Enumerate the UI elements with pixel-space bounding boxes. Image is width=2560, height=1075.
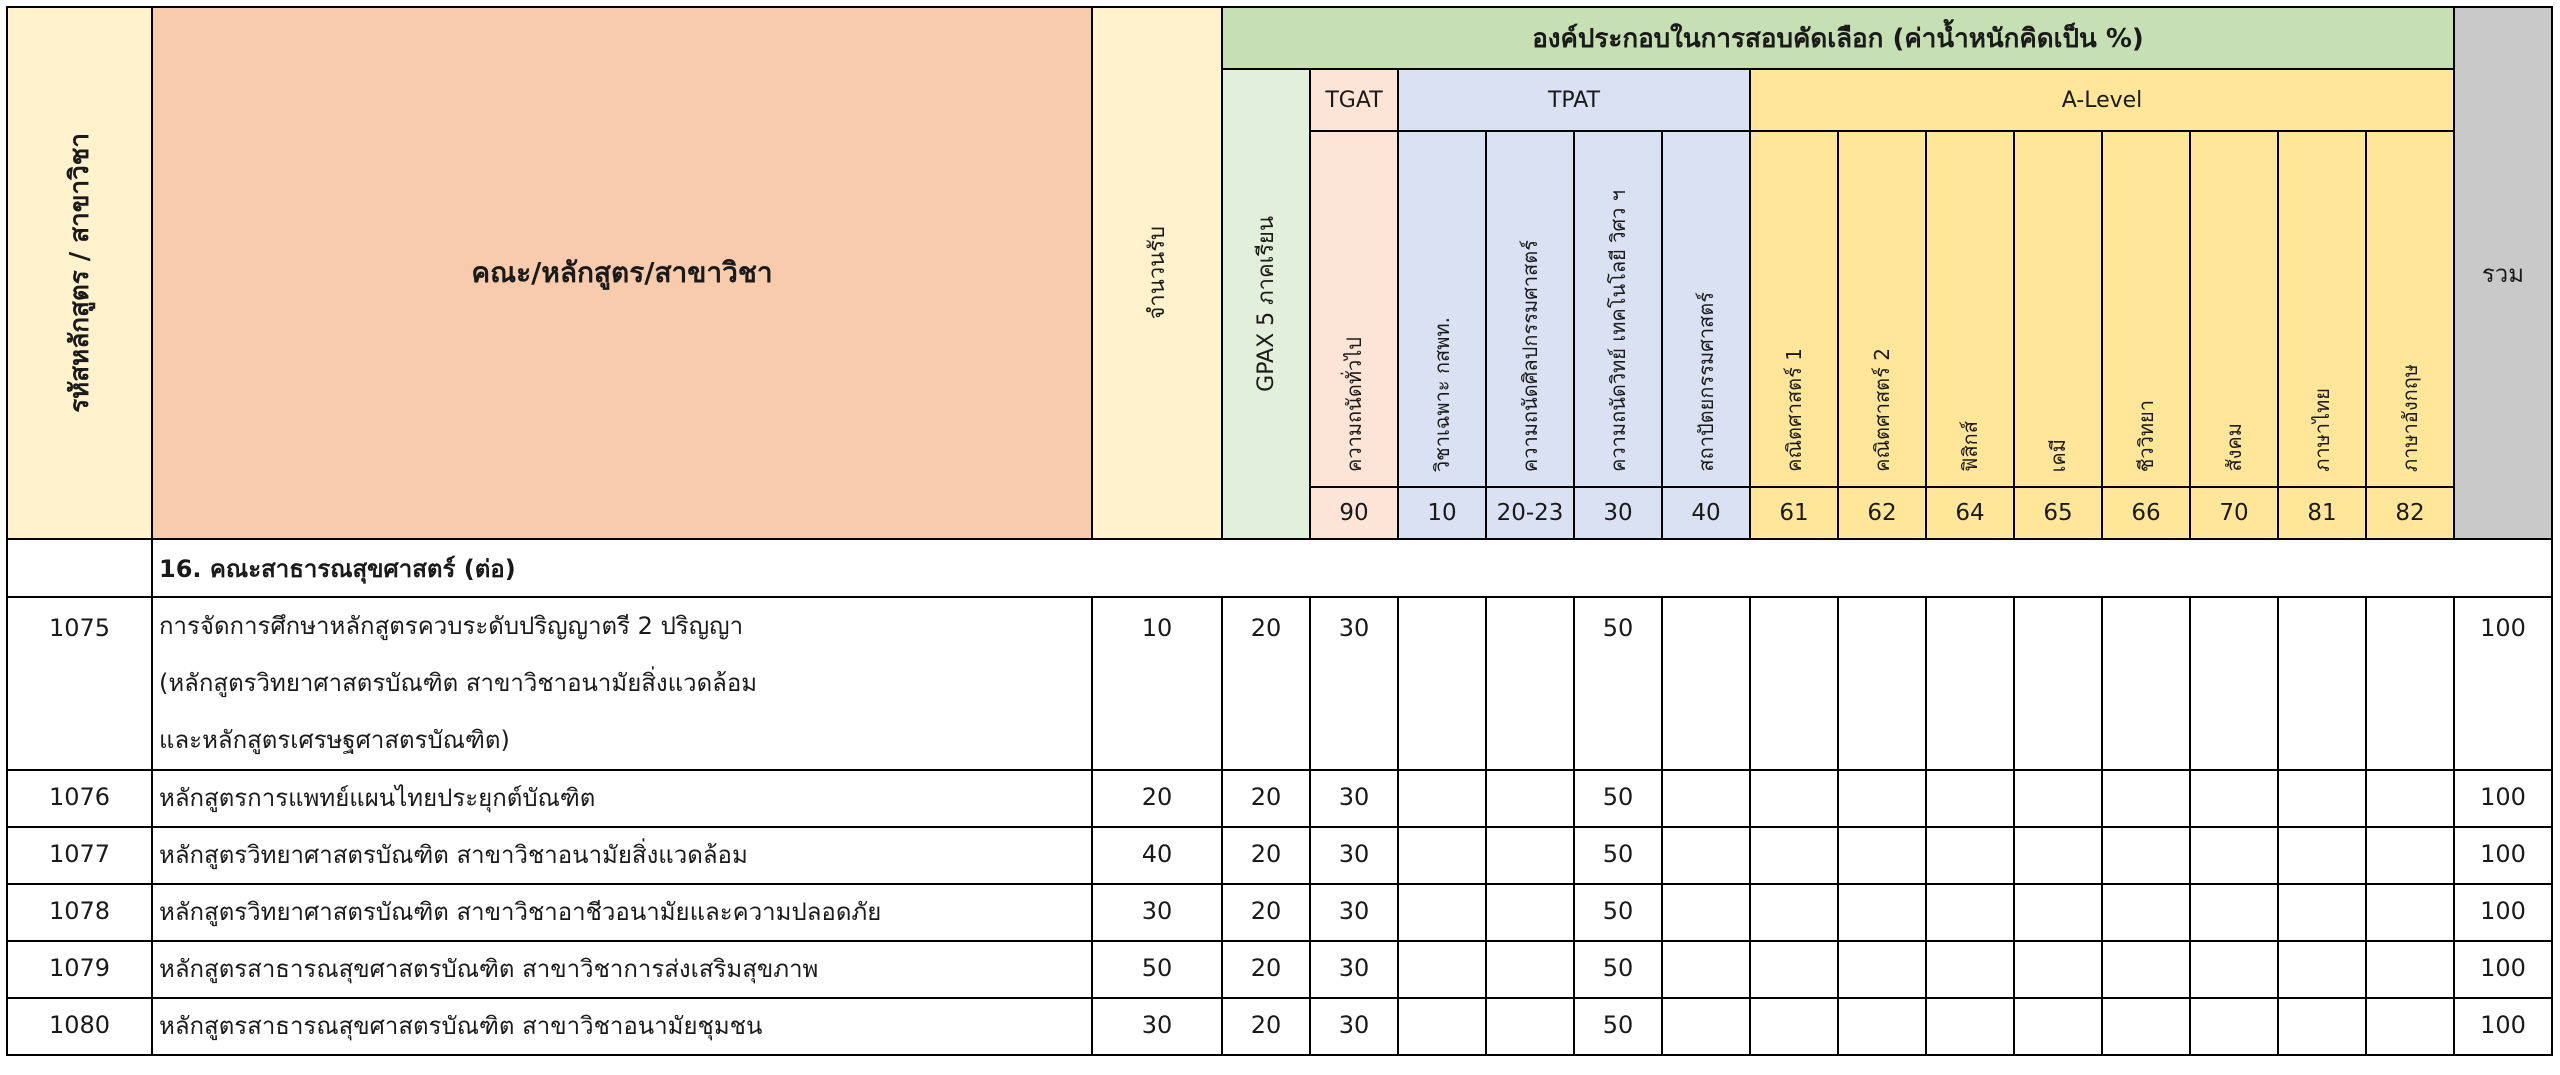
row-program-line: หลักสูตรการแพทย์แผนไทยประยุกต์บัณฑิต	[159, 784, 596, 812]
subject-name: ภาษาไทย	[2277, 130, 2367, 488]
row-tgat: 30	[1309, 997, 1399, 1056]
row-program-line: และหลักสูตรเศรษฐศาสตรบัณฑิต)	[159, 726, 510, 754]
row-total: 100	[2453, 883, 2553, 942]
section-row: 16. คณะสาธารณสุขศาสตร์ (ต่อ)	[6, 538, 2553, 598]
row-program: หลักสูตรวิทยาศาสตรบัณฑิต สาขาวิชาอาชีวอน…	[151, 883, 1093, 942]
row-tpat30: 50	[1573, 826, 1663, 885]
row-program: หลักสูตรสาธารณสุขศาสตรบัณฑิต สาขาวิชาอนา…	[151, 997, 1093, 1056]
row-total: 100	[2453, 997, 2553, 1056]
row-seats: 30	[1091, 997, 1223, 1056]
row-tgat: 30	[1309, 596, 1399, 771]
row-gpax: 20	[1221, 997, 1311, 1056]
row-tgat: 30	[1309, 940, 1399, 999]
row-code: 1077	[6, 826, 153, 885]
components-header: องค์ประกอบในการสอบคัดเลือก (ค่าน้ำหนักคิ…	[1221, 6, 2455, 70]
subject-code: 20-23	[1485, 486, 1575, 540]
row-tpat30: 50	[1573, 997, 1663, 1056]
row-program-line: (หลักสูตรวิทยาศาสตรบัณฑิต สาขาวิชาอนามัย…	[159, 669, 758, 697]
subject-name: ความถนัดทั่วไป	[1309, 130, 1399, 488]
table-row: 1077 หลักสูตรวิทยาศาสตรบัณฑิต สาขาวิชาอน…	[6, 826, 2553, 885]
row-program: หลักสูตรการแพทย์แผนไทยประยุกต์บัณฑิต	[151, 769, 1093, 828]
subject-name: คณิตศาสตร์ 2	[1837, 130, 1927, 488]
subject-code: 65	[2013, 486, 2103, 540]
row-tpat30: 50	[1573, 883, 1663, 942]
subject-name: คณิตศาสตร์ 1	[1749, 130, 1839, 488]
row-program-line: หลักสูตรสาธารณสุขศาสตรบัณฑิต สาขาวิชาการ…	[159, 955, 819, 983]
gpax-header: GPAX 5 ภาคเรียน	[1221, 68, 1311, 540]
row-program: หลักสูตรสาธารณสุขศาสตรบัณฑิต สาขาวิชาการ…	[151, 940, 1093, 999]
row-program: หลักสูตรวิทยาศาสตรบัณฑิต สาขาวิชาอนามัยส…	[151, 826, 1093, 885]
subject-name: ชีววิทยา	[2101, 130, 2191, 488]
alevel-header: A-Level	[1749, 68, 2455, 132]
table-row: 1079 หลักสูตรสาธารณสุขศาสตรบัณฑิต สาขาวิ…	[6, 940, 2553, 999]
row-code: 1076	[6, 769, 153, 828]
subject-code: 82	[2365, 486, 2455, 540]
table-row: 1075 การจัดการศึกษาหลักสูตรควบระดับปริญญ…	[6, 596, 2553, 771]
code-header: รหัสหลักสูตร / สาขาวิชา	[6, 6, 153, 540]
row-program: การจัดการศึกษาหลักสูตรควบระดับปริญญาตรี …	[151, 596, 1093, 771]
row-gpax: 20	[1221, 769, 1311, 828]
subject-name: ภาษาอังกฤษ	[2365, 130, 2455, 488]
section-title: 16. คณะสาธารณสุขศาสตร์ (ต่อ)	[151, 538, 2553, 598]
table-row: 1078 หลักสูตรวิทยาศาสตรบัณฑิต สาขาวิชาอา…	[6, 883, 2553, 942]
subject-code: 66	[2101, 486, 2191, 540]
row-tpat30: 50	[1573, 769, 1663, 828]
row-tpat30: 50	[1573, 596, 1663, 771]
subject-code: 40	[1661, 486, 1751, 540]
total-header: รวม	[2453, 6, 2553, 540]
row-program-line: หลักสูตรสาธารณสุขศาสตรบัณฑิต สาขาวิชาอนา…	[159, 1012, 763, 1040]
subject-name: สถาปัตยกรรมศาสตร์	[1661, 130, 1751, 488]
row-code: 1078	[6, 883, 153, 942]
subject-code: 61	[1749, 486, 1839, 540]
row-tpat30: 50	[1573, 940, 1663, 999]
subject-names-row: ความถนัดทั่วไป วิชาเฉพาะ กสพท. ความถนัดศ…	[7, 130, 2552, 488]
row-seats: 40	[1091, 826, 1223, 885]
row-program-line: หลักสูตรวิทยาศาสตรบัณฑิต สาขาวิชาอาชีวอน…	[159, 898, 882, 926]
row-total: 100	[2453, 596, 2553, 771]
program-header: คณะ/หลักสูตร/สาขาวิชา	[151, 6, 1093, 540]
subject-name: สังคม	[2189, 130, 2279, 488]
row-seats: 30	[1091, 883, 1223, 942]
subject-code: 81	[2277, 486, 2367, 540]
row-code: 1080	[6, 997, 153, 1056]
subject-name: เคมี	[2013, 130, 2103, 488]
row-gpax: 20	[1221, 940, 1311, 999]
subject-code: 62	[1837, 486, 1927, 540]
row-program-line: หลักสูตรวิทยาศาสตรบัณฑิต สาขาวิชาอนามัยส…	[159, 841, 748, 869]
admission-table: รหัสหลักสูตร / สาขาวิชา คณะ/หลักสูตร/สาข…	[6, 6, 2553, 1056]
subject-code: 10	[1397, 486, 1487, 540]
row-gpax: 20	[1221, 596, 1311, 771]
subject-name: วิชาเฉพาะ กสพท.	[1397, 130, 1487, 488]
row-program-line: การจัดการศึกษาหลักสูตรควบระดับปริญญาตรี …	[159, 612, 744, 640]
row-tgat: 30	[1309, 826, 1399, 885]
subject-name: ความถนัดศิลปกรรมศาสตร์	[1485, 130, 1575, 488]
row-code: 1075	[6, 596, 153, 771]
subject-code: 90	[1309, 486, 1399, 540]
row-gpax: 20	[1221, 883, 1311, 942]
subject-code: 70	[2189, 486, 2279, 540]
subject-name: ความถนัดวิทย์ เทคโนโลยี วิศว ฯ	[1573, 130, 1663, 488]
subject-code: 30	[1573, 486, 1663, 540]
subject-code: 64	[1925, 486, 2015, 540]
tgat-header: TGAT	[1309, 68, 1399, 132]
row-tgat: 30	[1309, 883, 1399, 942]
row-total: 100	[2453, 940, 2553, 999]
row-code: 1079	[6, 940, 153, 999]
row-tgat: 30	[1309, 769, 1399, 828]
subject-codes-row: 90 10 20-23 30 40 61 62 64 65 66 70 81 8…	[7, 486, 2552, 540]
seats-header: จำนวนรับ	[1091, 6, 1223, 540]
row-total: 100	[2453, 769, 2553, 828]
tpat-header: TPAT	[1397, 68, 1751, 132]
row-gpax: 20	[1221, 826, 1311, 885]
row-seats: 20	[1091, 769, 1223, 828]
row-seats: 10	[1091, 596, 1223, 771]
table-row: 1076 หลักสูตรการแพทย์แผนไทยประยุกต์บัณฑิ…	[6, 769, 2553, 828]
row-seats: 50	[1091, 940, 1223, 999]
table-row: 1080 หลักสูตรสาธารณสุขศาสตรบัณฑิต สาขาวิ…	[6, 997, 2553, 1056]
subject-name: ฟิสิกส์	[1925, 130, 2015, 488]
row-total: 100	[2453, 826, 2553, 885]
